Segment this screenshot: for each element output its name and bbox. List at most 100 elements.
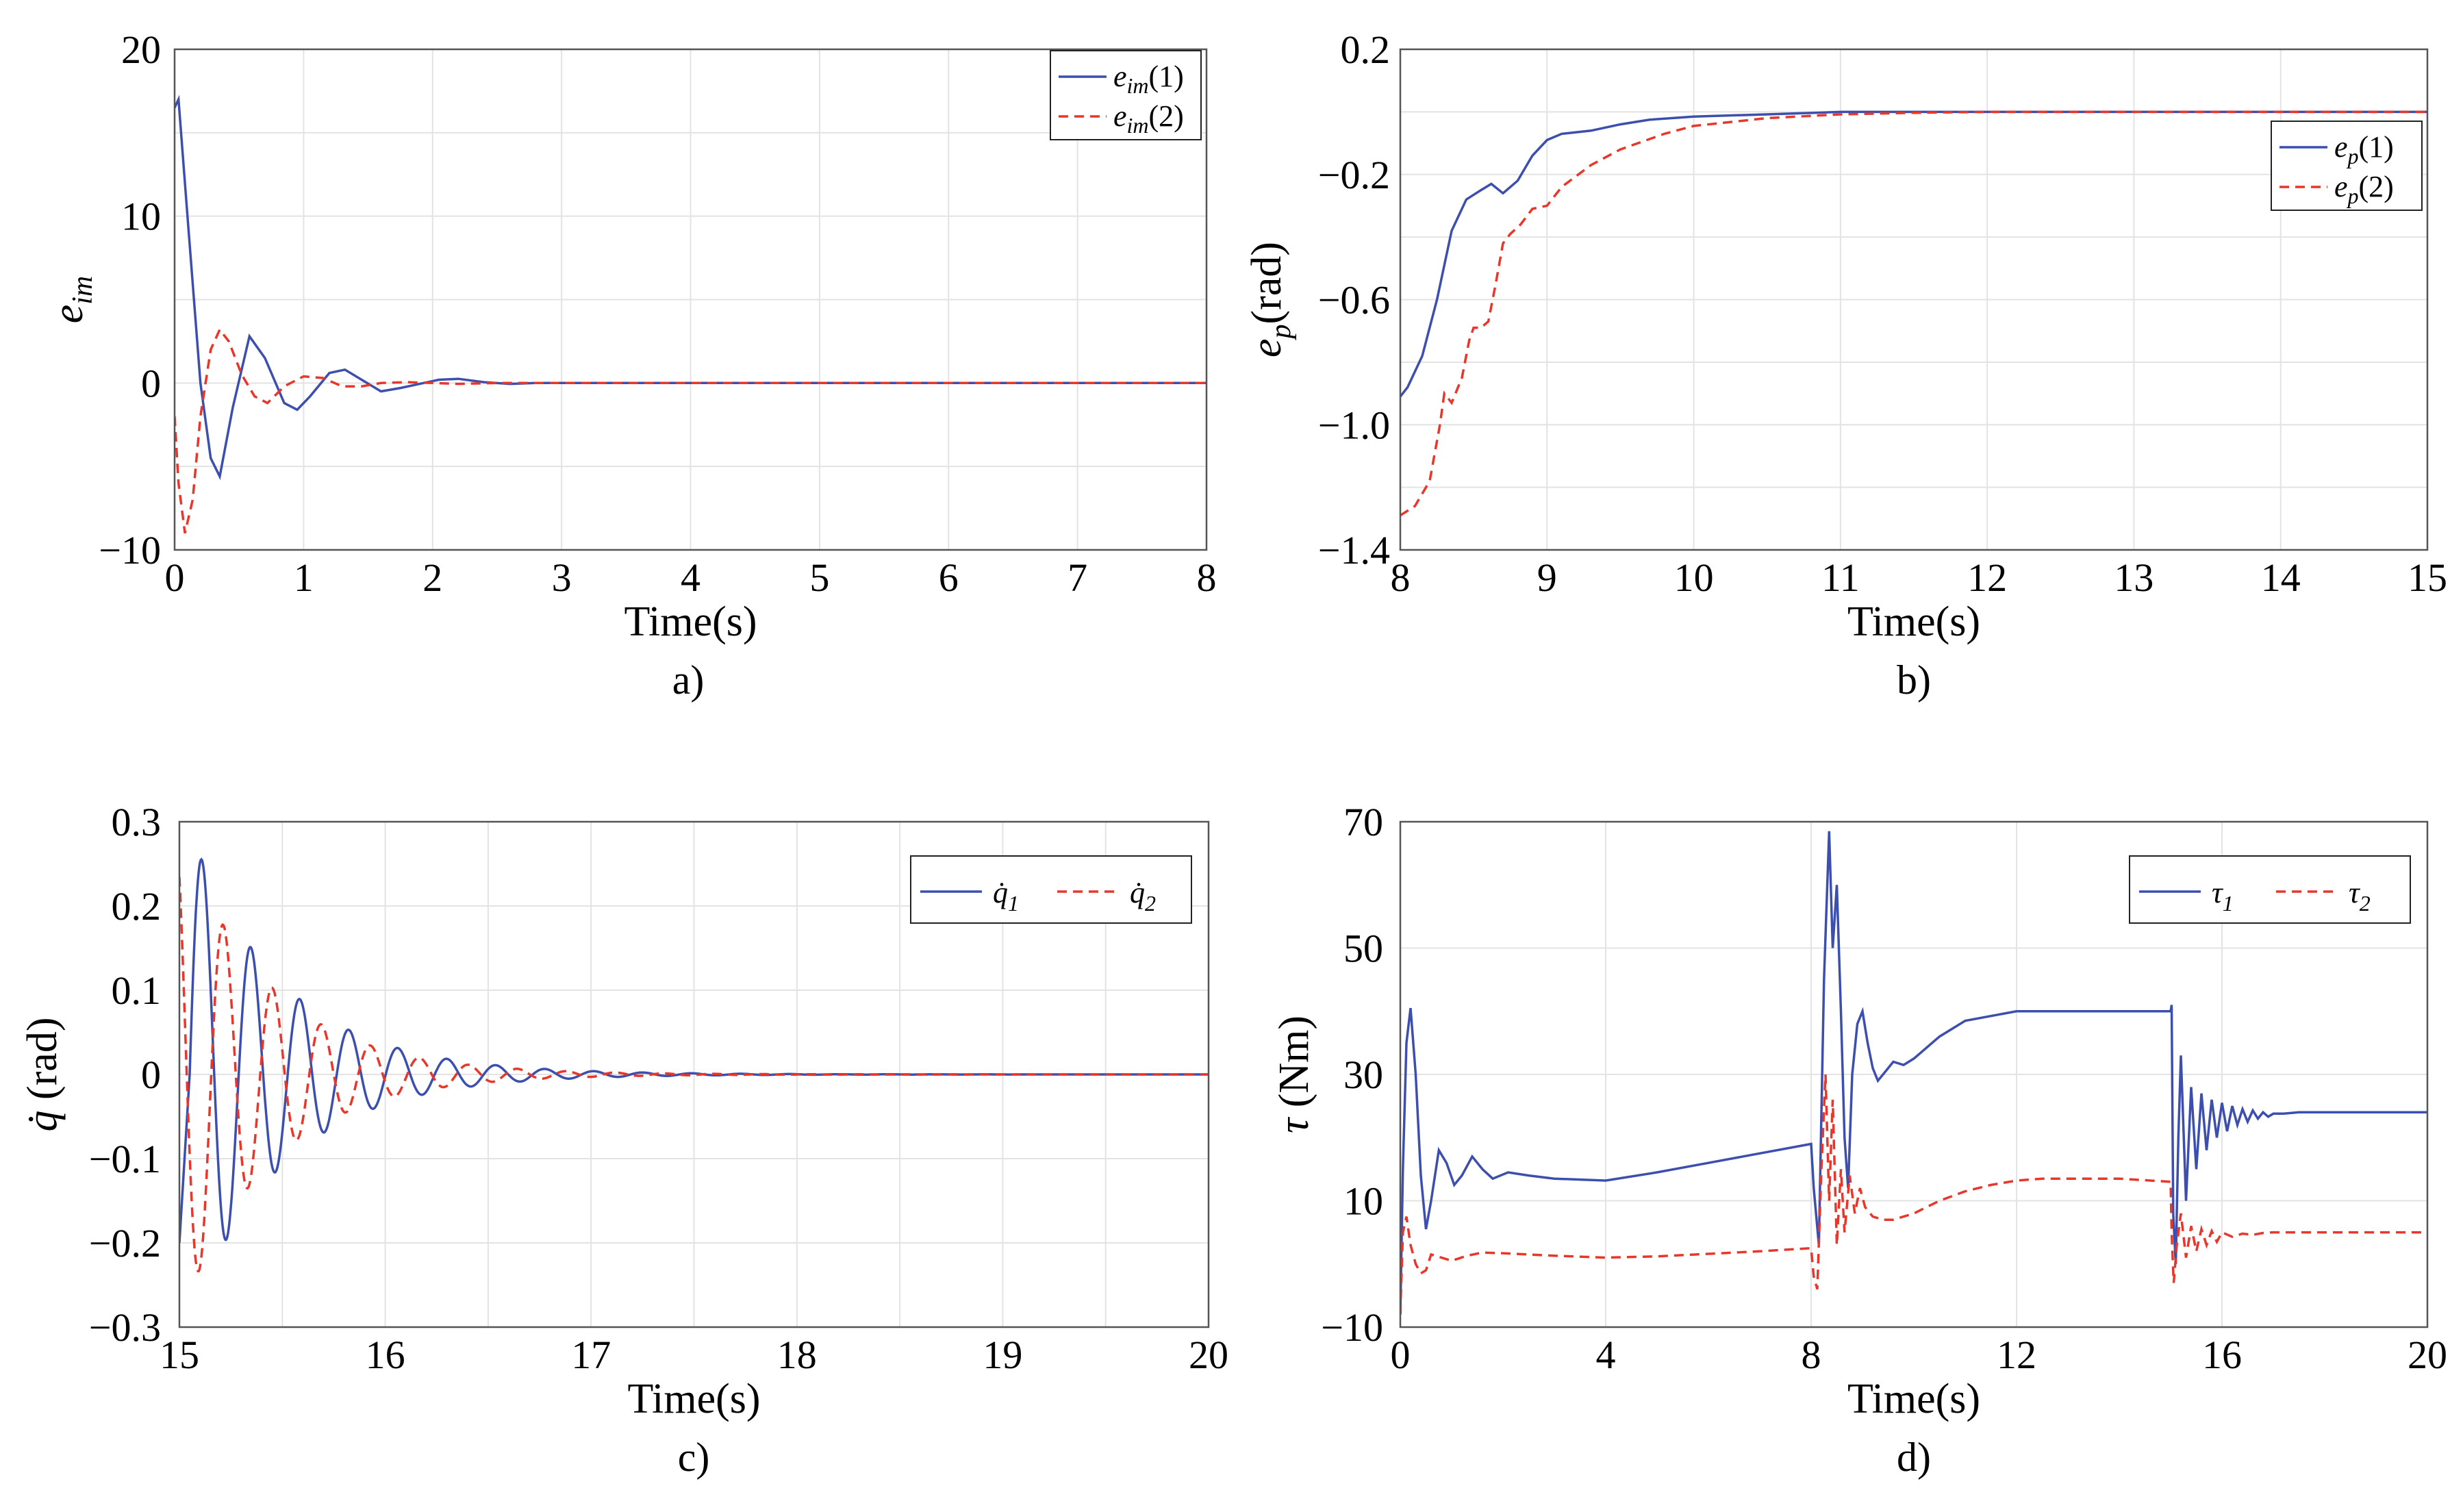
panel-caption: a) — [672, 657, 705, 703]
x-tick-label: 8 — [1197, 555, 1217, 600]
y-tick-label: −1.4 — [1318, 528, 1390, 572]
x-tick-label: 15 — [2408, 555, 2447, 600]
x-tick-label: 4 — [681, 555, 700, 600]
chart-panel-a: 0 1 2 3 4 5 6 7 820100−10Time(s)a)eimeim(1)eim(2… — [45, 27, 1217, 703]
series-line-2 — [175, 327, 1207, 533]
legend-label-1: eim(1) — [1113, 60, 1184, 98]
plot-frame — [173, 48, 1208, 551]
legend-label-1: τ1 — [2212, 876, 2234, 916]
y-tick-label: 30 — [1343, 1053, 1383, 1097]
y-tick-label: 0 — [141, 1053, 161, 1097]
legend-label-2: q̇2 — [1130, 876, 1156, 916]
x-tick-label: 3 — [552, 555, 572, 600]
x-tick-label: 1 — [294, 555, 314, 600]
legend-box — [910, 855, 1192, 924]
x-tick-label: 20 — [1189, 1333, 1228, 1377]
chart-panel-d: 0 4 8 12 16 20 70 50 30 10 −10 Time(s) d) τ (Nm) τ1 τ2 — [1271, 800, 2447, 1480]
y-tick-label: −1.0 — [1318, 403, 1390, 447]
legend-label-2: τ2 — [2349, 876, 2371, 916]
plot-frame — [1399, 48, 2429, 551]
y-axis-label-unit: (rad) — [1243, 242, 1290, 324]
legend: eim(1)eim(2) — [1050, 50, 1202, 140]
y-axis-label-unit: (rad) — [19, 1018, 66, 1111]
series-line-1 — [1400, 110, 2427, 398]
y-axis-label: eim — [45, 276, 99, 324]
y-tick-label: −0.2 — [1318, 153, 1390, 197]
y-axis-label-symbol: e — [45, 305, 92, 324]
x-tick-label: 17 — [571, 1333, 611, 1377]
series-line-1 — [179, 857, 1209, 1244]
x-tick-label: 16 — [2202, 1333, 2242, 1377]
series-line-1 — [1400, 831, 2427, 1315]
x-tick-label: 6 — [939, 555, 959, 600]
x-tick-label: 11 — [1821, 555, 1860, 600]
y-tick-label: −10 — [99, 528, 161, 572]
x-tick-label: 2 — [422, 555, 442, 600]
y-tick-label: −10 — [1321, 1305, 1383, 1350]
legend-label-2: ep(2) — [2334, 170, 2394, 208]
y-axis-label-unit: (Nm) — [1271, 1016, 1317, 1118]
x-axis-label: Time(s) — [627, 1376, 760, 1422]
plot-frame — [1399, 820, 2429, 1328]
x-tick-label: 13 — [2114, 555, 2153, 600]
chart-panel-c: 15 16 17 18 19 20 0.3 0.2 0.1 0 −0.1 −0.2 −0.3 Time(s… — [19, 800, 1228, 1480]
legend-label-2: eim(2) — [1113, 99, 1184, 138]
x-tick-label: 9 — [1537, 555, 1557, 600]
x-tick-label: 0 — [165, 555, 185, 600]
y-tick-label: 70 — [1343, 800, 1383, 844]
y-tick-label: −0.2 — [89, 1221, 161, 1265]
panel-caption: b) — [1897, 657, 1931, 703]
series-line-2 — [179, 877, 1209, 1273]
x-axis-label: Time(s) — [624, 598, 757, 645]
y-axis-label-subscript: im — [67, 276, 99, 305]
y-axis-label: τ (Nm) — [1271, 1016, 1317, 1133]
y-axis-label-symbol: e — [1243, 338, 1290, 357]
x-axis-label: Time(s) — [1847, 598, 1980, 645]
legend-box — [1050, 50, 1202, 140]
x-tick-label: 8 — [1391, 555, 1411, 600]
y-axis-label-subscript: p — [1265, 324, 1297, 340]
legend: τ1 τ2 — [2129, 855, 2411, 924]
x-tick-label: 8 — [1802, 1333, 1821, 1377]
legend-box — [2271, 121, 2423, 211]
x-tick-label: 12 — [1997, 1333, 2036, 1377]
legend: ep(1)ep(2) — [2271, 121, 2423, 211]
plot-frame — [178, 820, 1210, 1328]
y-tick-label: −0.6 — [1318, 278, 1390, 323]
series-line-2 — [1400, 110, 2427, 517]
y-axis-label: q̇ (rad) — [19, 1018, 66, 1132]
y-tick-label: 10 — [1343, 1179, 1383, 1224]
y-axis-label: ep(rad) — [1243, 242, 1297, 357]
y-tick-label: 0.1 — [112, 968, 162, 1013]
legend-label-1: q̇1 — [993, 876, 1019, 916]
y-tick-label: −0.3 — [89, 1305, 161, 1350]
panel-caption: d) — [1897, 1435, 1931, 1480]
x-tick-label: 4 — [1596, 1333, 1616, 1377]
y-tick-label: 0.2 — [1341, 27, 1391, 72]
y-tick-label: 0.2 — [112, 884, 162, 929]
x-tick-label: 12 — [1967, 555, 2007, 600]
x-tick-label: 15 — [160, 1333, 199, 1377]
y-axis-label-symbol: τ — [1271, 1116, 1317, 1133]
x-tick-label: 20 — [2408, 1333, 2447, 1377]
x-tick-label: 16 — [366, 1333, 405, 1377]
y-tick-label: 20 — [121, 27, 161, 72]
x-tick-label: 14 — [2261, 555, 2301, 600]
chart-panel-b: 8 9 10 11 12 13 14 15 0.2 −0.2 −0.6 −1.0 −1.4 Time(s)… — [1243, 27, 2447, 703]
x-tick-label: 7 — [1068, 555, 1087, 600]
y-tick-label: 50 — [1343, 927, 1383, 971]
legend-box — [2129, 855, 2411, 924]
panel-caption: c) — [678, 1435, 710, 1480]
y-tick-label: 0.3 — [112, 800, 162, 844]
x-tick-label: 0 — [1391, 1333, 1411, 1377]
x-tick-label: 5 — [809, 555, 829, 600]
x-tick-label: 18 — [777, 1333, 817, 1377]
y-tick-label: −0.1 — [89, 1137, 161, 1181]
series-line-2 — [1400, 1074, 2427, 1315]
y-axis-label-symbol: q̇ — [19, 1110, 66, 1131]
y-tick-label: 10 — [121, 194, 161, 239]
legend: q̇1 q̇2 — [910, 855, 1192, 924]
legend-label-1: ep(1) — [2334, 130, 2394, 168]
x-tick-label: 19 — [983, 1333, 1022, 1377]
